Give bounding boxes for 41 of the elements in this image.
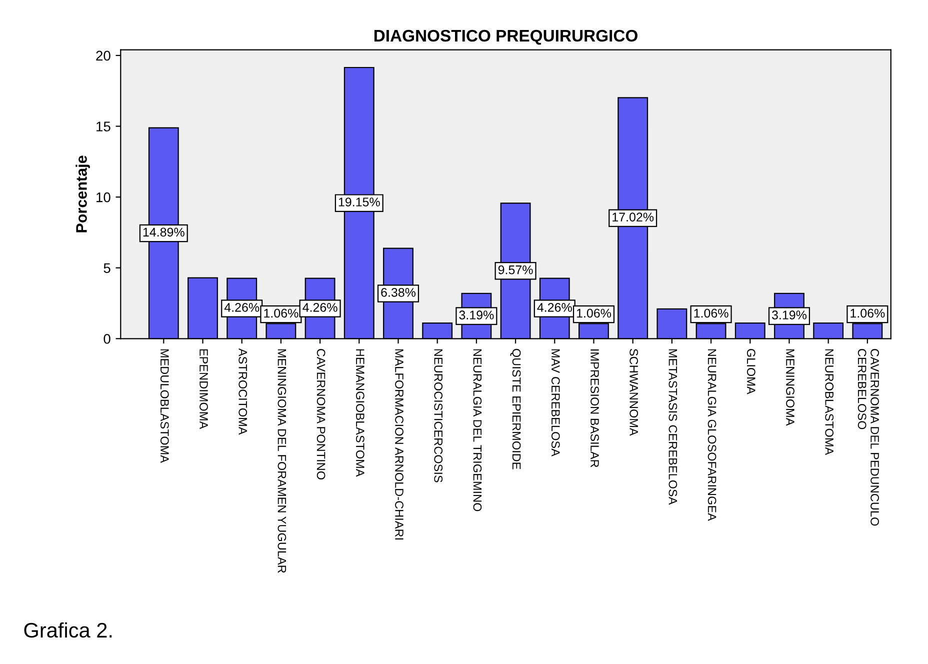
x-tick-label: MAV CEREBELOSA	[551, 349, 560, 456]
x-tick-label: CAVERNOMA DEL PEDUNCULO CEREBELOSO	[858, 348, 879, 526]
y-tick-label: 0	[104, 334, 110, 344]
data-label: 3.19%	[459, 310, 494, 320]
x-tick-label: CAVERNOMA PONTINO	[316, 348, 326, 480]
x-tick-label: NEURALGIA GLOSOFARINGEA	[708, 349, 716, 521]
data-label: 4.26%	[302, 302, 338, 312]
x-tick-label: MEDULOBLASTOMA	[160, 349, 169, 463]
data-label: 6.38%	[381, 288, 416, 297]
text: Grafica 2.	[24, 622, 112, 638]
data-label: 17.02%	[612, 212, 654, 222]
x-tick-label: ASTROCITOMA	[238, 348, 248, 435]
data-label: 1.06%	[850, 308, 885, 318]
x-tick-label: IMPRESION BASILAR	[590, 349, 599, 468]
x-tick-label: MALFORMACION ARNOLD-CHIARI	[395, 349, 404, 540]
x-tick-label: MENINGIOMA DEL FORAMEN YUGULAR	[278, 349, 286, 573]
x-tick-label: SCHWANNOMA	[630, 348, 638, 436]
data-label: 19.15%	[338, 198, 380, 206]
chart-title: DIAGNOSTICO PREQUIRURGICO	[374, 30, 638, 45]
x-tick-label: NEUROCISTICERCOSIS	[434, 349, 443, 482]
x-tick-label: GLIOMA	[746, 348, 756, 394]
data-label: 14.89%	[143, 228, 184, 237]
x-tick-label: NEURALGIA DEL TRIGEMINO	[473, 349, 482, 512]
x-tick-label: HEMANGIOBLASTOMA	[356, 349, 364, 477]
x-tick-label: NEUROBLASTOMA	[825, 349, 834, 456]
data-label: 1.06%	[264, 308, 298, 318]
y-axis-title: Porcentaje	[76, 156, 90, 232]
data-label: 9.57%	[498, 265, 533, 274]
x-tick-label: EPENDIMOMA	[200, 349, 208, 430]
x-tick-label: QUISTE EPIERMOIDE	[510, 348, 521, 470]
data-label: 3.19%	[772, 310, 806, 320]
y-tick-label: 5	[104, 263, 110, 274]
data-label: 4.26%	[224, 302, 260, 312]
x-tick-label: MENINGIOMA	[786, 349, 794, 426]
x-tick-label: METASTASIS CEREBELOSA	[668, 349, 678, 505]
data-label: 1.06%	[694, 308, 728, 318]
y-tick-label: 20	[96, 50, 110, 61]
y-tick-label: 10	[96, 192, 110, 202]
data-label: 1.06%	[576, 308, 612, 318]
data-label: 4.26%	[537, 302, 572, 312]
y-tick-label: 15	[96, 122, 110, 132]
